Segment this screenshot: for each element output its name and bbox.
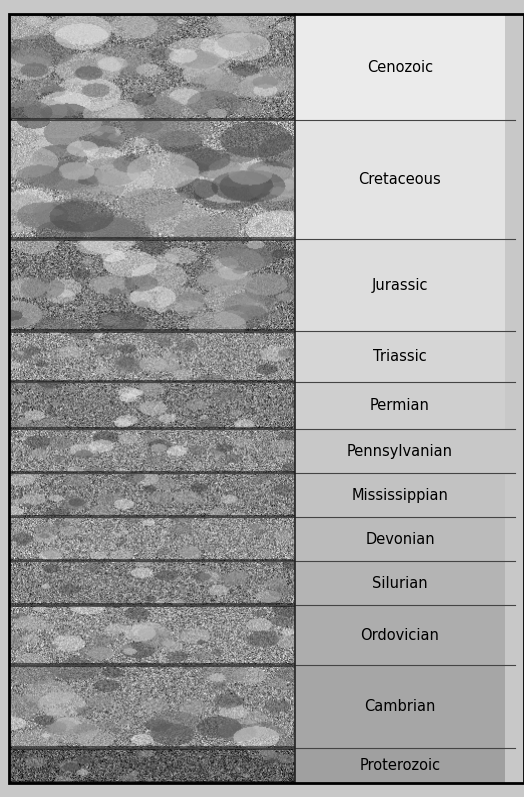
Text: Mississippian: Mississippian bbox=[352, 488, 449, 503]
Text: Silurian: Silurian bbox=[372, 576, 428, 591]
Bar bbox=[295, 517, 505, 561]
Text: Permian: Permian bbox=[370, 398, 430, 413]
Text: Cambrian: Cambrian bbox=[364, 699, 435, 714]
Text: Jurassic: Jurassic bbox=[372, 277, 428, 292]
Text: Proterozoic: Proterozoic bbox=[359, 758, 441, 773]
Bar bbox=[295, 748, 505, 783]
Text: Cretaceous: Cretaceous bbox=[358, 172, 441, 187]
Bar bbox=[295, 331, 505, 382]
Bar bbox=[295, 561, 505, 606]
Bar bbox=[295, 430, 505, 473]
Text: Ordovician: Ordovician bbox=[361, 628, 440, 643]
Bar bbox=[295, 120, 505, 239]
Bar bbox=[295, 239, 505, 331]
Text: Triassic: Triassic bbox=[373, 349, 427, 363]
Bar bbox=[295, 473, 505, 517]
Bar bbox=[295, 14, 505, 120]
Text: Cenozoic: Cenozoic bbox=[367, 60, 433, 75]
Text: Devonian: Devonian bbox=[365, 532, 435, 547]
Text: Pennsylvanian: Pennsylvanian bbox=[347, 444, 453, 459]
Bar bbox=[295, 382, 505, 430]
Bar bbox=[295, 665, 505, 748]
Bar bbox=[295, 606, 505, 665]
